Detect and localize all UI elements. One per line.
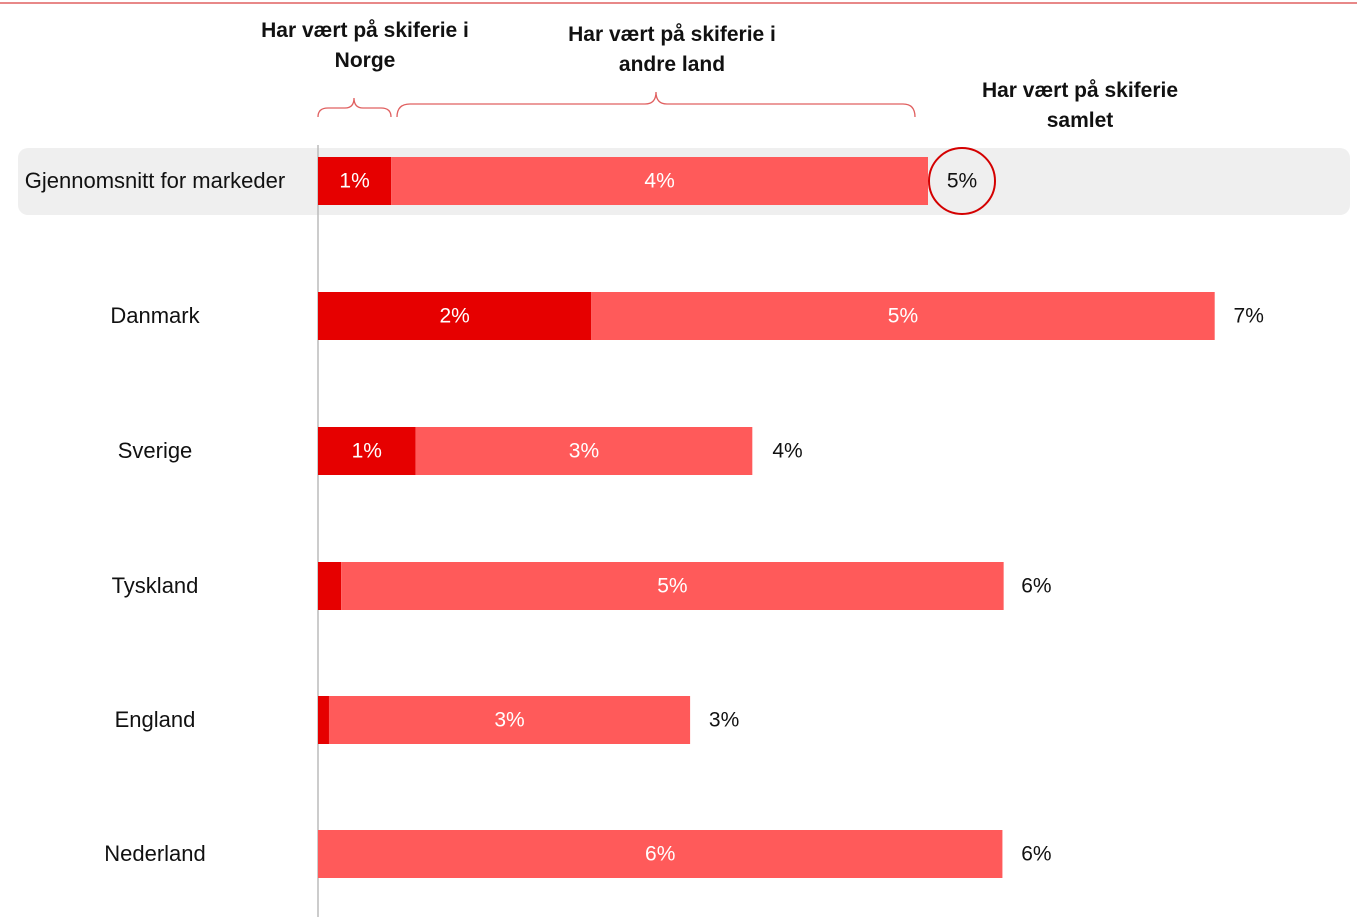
category-label: Tyskland (111, 573, 199, 598)
total-label: 4% (772, 440, 802, 463)
category-label: Danmark (110, 303, 200, 328)
bar-segment (318, 427, 416, 475)
bar-segment (318, 830, 1003, 878)
value-label: 1% (352, 440, 382, 463)
value-label: 5% (888, 305, 918, 328)
legend-entry: Har vært på skiferie i andre land (568, 23, 776, 76)
value-label: 3% (494, 709, 524, 732)
total-label: 7% (1234, 305, 1264, 328)
bar-segment (318, 292, 592, 340)
total-label: 3% (709, 709, 739, 732)
bar-segment (591, 292, 1215, 340)
brace (317, 97, 392, 118)
bar-segment (318, 157, 392, 205)
bar-segment (341, 562, 1004, 610)
category-label: England (114, 707, 196, 732)
brace (396, 91, 916, 118)
bar-segment (318, 696, 329, 744)
value-label: 6% (645, 843, 675, 866)
legend-entry: Har vært på skiferie samlet (981, 79, 1179, 132)
total-label: 5% (947, 170, 977, 193)
category-label: Gjennomsnitt for markeder (24, 168, 286, 193)
value-label: 5% (657, 575, 687, 598)
value-label: 2% (439, 305, 469, 328)
bar-segment (328, 696, 691, 744)
total-label: 6% (1021, 575, 1051, 598)
bar-segment (415, 427, 753, 475)
bar-segment (391, 157, 928, 205)
total-label: 6% (1021, 843, 1051, 866)
highlight-circle (928, 147, 996, 215)
legend-entry: Har vært på skiferie i Norge (261, 19, 469, 72)
value-label: 1% (339, 170, 369, 193)
bar-segment (318, 562, 342, 610)
value-label: 4% (644, 170, 674, 193)
value-label: 3% (569, 440, 599, 463)
category-label: Sverige (117, 438, 193, 463)
category-label: Nederland (104, 841, 206, 866)
